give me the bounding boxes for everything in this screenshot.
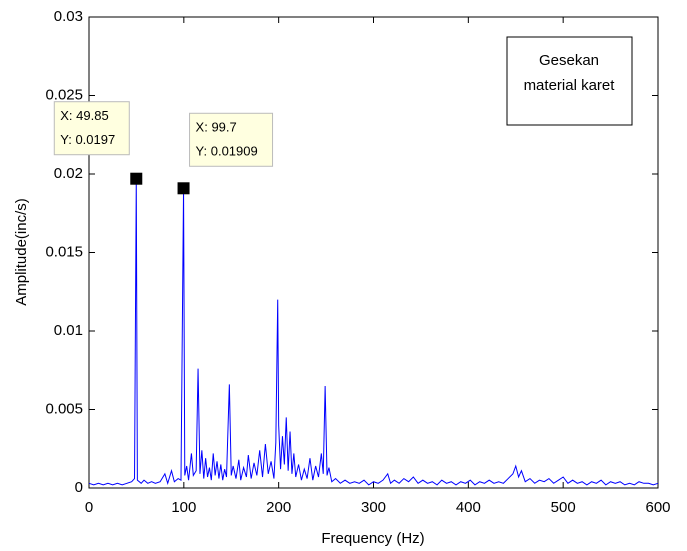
- x-tick-label: 100: [171, 499, 196, 516]
- x-tick-label: 300: [361, 499, 386, 516]
- x-tick-label: 200: [266, 499, 291, 516]
- y-axis-label: Amplitude(inc/s): [13, 198, 30, 306]
- spectrum-line: [88, 178, 659, 486]
- y-tick-label: 0.015: [45, 243, 83, 260]
- y-tick-label: 0.025: [45, 86, 83, 103]
- data-tip-marker: [177, 182, 190, 195]
- data-tip-text: X: 99.7: [196, 120, 237, 135]
- y-tick-label: 0.02: [54, 165, 83, 182]
- annotation-box: Gesekan material karet: [506, 36, 633, 126]
- data-tip: X: 49.85 Y: 0.0197: [53, 101, 143, 185]
- y-tick-label: 0.005: [45, 400, 83, 417]
- data-tip-text: Y: 0.01909: [196, 144, 258, 159]
- data-tip-box: [53, 101, 130, 156]
- annotation-text: material karet: [524, 77, 616, 94]
- y-tick-label: 0: [75, 479, 83, 496]
- data-tip: X: 99.7 Y: 0.01909: [177, 112, 274, 195]
- y-tick-label: 0.01: [54, 322, 83, 339]
- x-tick-label: 400: [456, 499, 481, 516]
- x-tick-label: 500: [551, 499, 576, 516]
- x-tick-label: 0: [85, 499, 93, 516]
- x-axis-label: Frequency (Hz): [321, 530, 424, 547]
- data-tip-box: [189, 112, 274, 167]
- data-tip-text: Y: 0.0197: [60, 132, 115, 147]
- y-tick-label: 0.03: [54, 8, 83, 25]
- data-tip-text: X: 49.85: [60, 108, 108, 123]
- annotation-frame: [506, 36, 633, 126]
- annotation-text: Gesekan: [539, 52, 599, 69]
- data-tip-marker: [130, 172, 143, 185]
- x-tick-label: 600: [645, 499, 670, 516]
